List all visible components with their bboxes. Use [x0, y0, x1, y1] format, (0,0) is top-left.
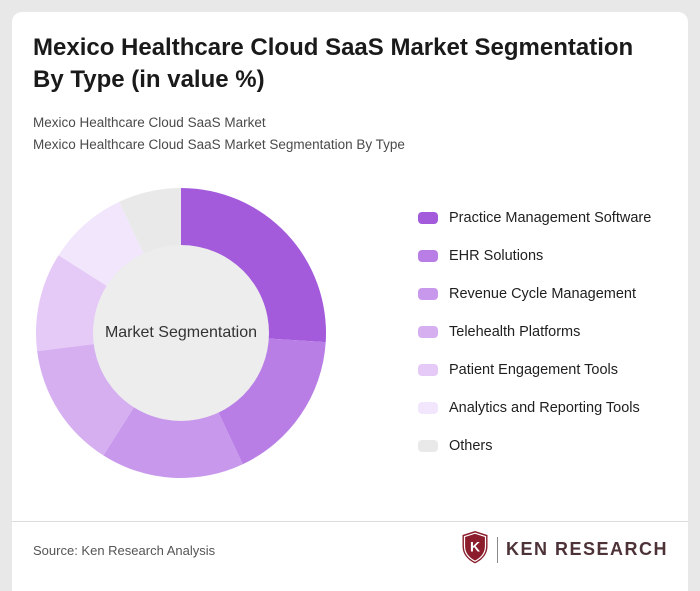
legend-swatch	[418, 249, 438, 262]
legend-item: Analytics and Reporting Tools	[418, 396, 651, 419]
brand-logo: K KEN RESEARCH	[461, 530, 668, 569]
source-text: Source: Ken Research Analysis	[33, 543, 216, 558]
legend-item: Revenue Cycle Management	[418, 282, 651, 305]
legend-label: Telehealth Platforms	[449, 323, 581, 340]
donut-chart: Market Segmentation	[26, 178, 336, 488]
legend-item: Practice Management Software	[418, 206, 651, 229]
legend-label: Revenue Cycle Management	[449, 285, 636, 302]
legend-swatch	[418, 211, 438, 224]
legend-item: Patient Engagement Tools	[418, 358, 651, 381]
brand-divider	[496, 536, 498, 563]
chart-card: Mexico Healthcare Cloud SaaS Market Segm…	[12, 12, 688, 591]
subtitle-line-2: Mexico Healthcare Cloud SaaS Market Segm…	[33, 137, 405, 153]
footer: Source: Ken Research Analysis K KEN RESE…	[12, 521, 688, 591]
legend-swatch	[418, 287, 438, 300]
legend-item: EHR Solutions	[418, 244, 651, 267]
donut-chart-svg	[35, 188, 326, 479]
legend-swatch	[418, 439, 438, 452]
legend-label: Analytics and Reporting Tools	[449, 399, 640, 416]
svg-text:K: K	[470, 539, 480, 555]
legend-swatch	[418, 363, 438, 376]
ken-research-shield-icon: K	[461, 530, 489, 569]
legend-label: Practice Management Software	[449, 209, 652, 226]
legend-item: Others	[418, 434, 651, 457]
donut-center-circle	[93, 245, 269, 421]
legend-swatch	[418, 325, 438, 338]
legend-label: Patient Engagement Tools	[449, 361, 619, 378]
legend-item: Telehealth Platforms	[418, 320, 651, 343]
chart-subtitles: Mexico Healthcare Cloud SaaS Market Mexi…	[33, 112, 405, 157]
page-title: Mexico Healthcare Cloud SaaS Market Segm…	[33, 34, 634, 93]
brand-name: KEN RESEARCH	[505, 539, 668, 559]
subtitle-line-1: Mexico Healthcare Cloud SaaS Market	[33, 115, 266, 130]
legend-swatch	[418, 401, 438, 414]
shield-shape	[462, 531, 488, 564]
legend-label: Others	[449, 437, 493, 454]
chart-legend: Practice Management Software EHR Solution…	[418, 206, 651, 457]
legend-label: EHR Solutions	[449, 247, 544, 264]
